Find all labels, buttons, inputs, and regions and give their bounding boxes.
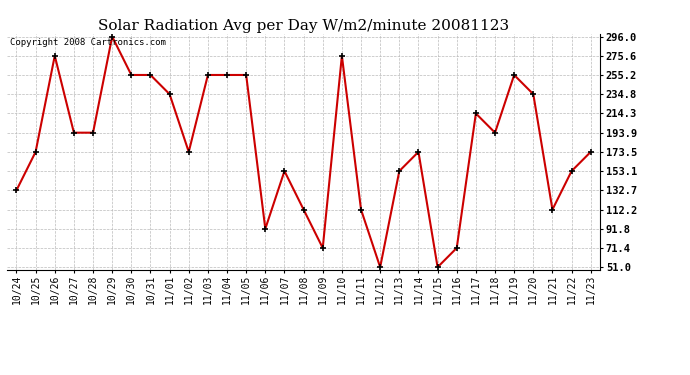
Text: Copyright 2008 Cartronics.com: Copyright 2008 Cartronics.com xyxy=(10,39,166,48)
Title: Solar Radiation Avg per Day W/m2/minute 20081123: Solar Radiation Avg per Day W/m2/minute … xyxy=(98,19,509,33)
